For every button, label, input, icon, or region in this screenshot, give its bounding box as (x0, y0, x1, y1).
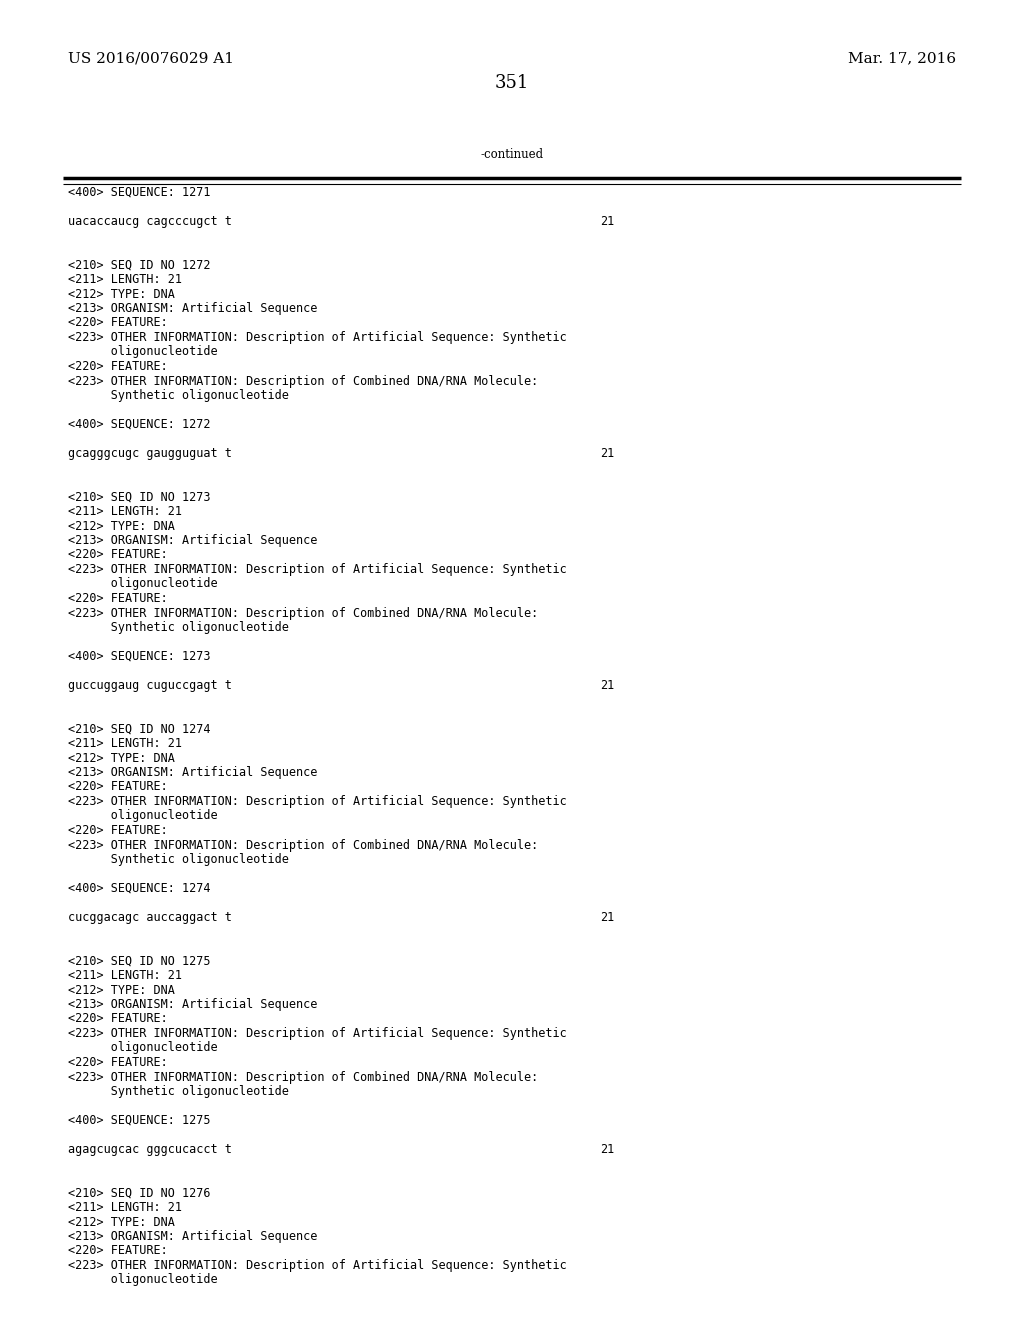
Text: <212> TYPE: DNA: <212> TYPE: DNA (68, 983, 175, 997)
Text: <210> SEQ ID NO 1273: <210> SEQ ID NO 1273 (68, 491, 211, 503)
Text: <220> FEATURE:: <220> FEATURE: (68, 591, 168, 605)
Text: <220> FEATURE:: <220> FEATURE: (68, 824, 168, 837)
Text: uacaccaucg cagcccugct t: uacaccaucg cagcccugct t (68, 215, 231, 228)
Text: <220> FEATURE:: <220> FEATURE: (68, 549, 168, 561)
Text: <400> SEQUENCE: 1271: <400> SEQUENCE: 1271 (68, 186, 211, 199)
Text: <223> OTHER INFORMATION: Description of Artificial Sequence: Synthetic: <223> OTHER INFORMATION: Description of … (68, 564, 566, 576)
Text: 21: 21 (600, 1143, 614, 1156)
Text: <223> OTHER INFORMATION: Description of Combined DNA/RNA Molecule:: <223> OTHER INFORMATION: Description of … (68, 375, 539, 388)
Text: <220> FEATURE:: <220> FEATURE: (68, 780, 168, 793)
Text: <211> LENGTH: 21: <211> LENGTH: 21 (68, 969, 182, 982)
Text: <220> FEATURE:: <220> FEATURE: (68, 317, 168, 330)
Text: <223> OTHER INFORMATION: Description of Artificial Sequence: Synthetic: <223> OTHER INFORMATION: Description of … (68, 1027, 566, 1040)
Text: <211> LENGTH: 21: <211> LENGTH: 21 (68, 737, 182, 750)
Text: <211> LENGTH: 21: <211> LENGTH: 21 (68, 273, 182, 286)
Text: 351: 351 (495, 74, 529, 92)
Text: <223> OTHER INFORMATION: Description of Artificial Sequence: Synthetic: <223> OTHER INFORMATION: Description of … (68, 331, 566, 345)
Text: 21: 21 (600, 911, 614, 924)
Text: Synthetic oligonucleotide: Synthetic oligonucleotide (68, 620, 289, 634)
Text: <212> TYPE: DNA: <212> TYPE: DNA (68, 288, 175, 301)
Text: <210> SEQ ID NO 1272: <210> SEQ ID NO 1272 (68, 259, 211, 272)
Text: Synthetic oligonucleotide: Synthetic oligonucleotide (68, 853, 289, 866)
Text: guccuggaug cuguccgagt t: guccuggaug cuguccgagt t (68, 678, 231, 692)
Text: <213> ORGANISM: Artificial Sequence: <213> ORGANISM: Artificial Sequence (68, 766, 317, 779)
Text: oligonucleotide: oligonucleotide (68, 809, 218, 822)
Text: <220> FEATURE:: <220> FEATURE: (68, 360, 168, 374)
Text: Synthetic oligonucleotide: Synthetic oligonucleotide (68, 389, 289, 403)
Text: gcagggcugc gaugguguat t: gcagggcugc gaugguguat t (68, 447, 231, 459)
Text: <220> FEATURE:: <220> FEATURE: (68, 1012, 168, 1026)
Text: <223> OTHER INFORMATION: Description of Artificial Sequence: Synthetic: <223> OTHER INFORMATION: Description of … (68, 1259, 566, 1272)
Text: <400> SEQUENCE: 1275: <400> SEQUENCE: 1275 (68, 1114, 211, 1127)
Text: <210> SEQ ID NO 1276: <210> SEQ ID NO 1276 (68, 1187, 211, 1200)
Text: agagcugcac gggcucacct t: agagcugcac gggcucacct t (68, 1143, 231, 1156)
Text: oligonucleotide: oligonucleotide (68, 578, 218, 590)
Text: 21: 21 (600, 678, 614, 692)
Text: <210> SEQ ID NO 1274: <210> SEQ ID NO 1274 (68, 722, 211, 735)
Text: <223> OTHER INFORMATION: Description of Combined DNA/RNA Molecule:: <223> OTHER INFORMATION: Description of … (68, 838, 539, 851)
Text: <211> LENGTH: 21: <211> LENGTH: 21 (68, 506, 182, 517)
Text: <213> ORGANISM: Artificial Sequence: <213> ORGANISM: Artificial Sequence (68, 998, 317, 1011)
Text: <400> SEQUENCE: 1272: <400> SEQUENCE: 1272 (68, 418, 211, 432)
Text: <212> TYPE: DNA: <212> TYPE: DNA (68, 520, 175, 532)
Text: <213> ORGANISM: Artificial Sequence: <213> ORGANISM: Artificial Sequence (68, 302, 317, 315)
Text: 21: 21 (600, 215, 614, 228)
Text: Synthetic oligonucleotide: Synthetic oligonucleotide (68, 1085, 289, 1098)
Text: <220> FEATURE:: <220> FEATURE: (68, 1056, 168, 1069)
Text: cucggacagc auccaggact t: cucggacagc auccaggact t (68, 911, 231, 924)
Text: <212> TYPE: DNA: <212> TYPE: DNA (68, 751, 175, 764)
Text: <220> FEATURE:: <220> FEATURE: (68, 1245, 168, 1258)
Text: 21: 21 (600, 447, 614, 459)
Text: <212> TYPE: DNA: <212> TYPE: DNA (68, 1216, 175, 1229)
Text: Mar. 17, 2016: Mar. 17, 2016 (848, 51, 956, 65)
Text: oligonucleotide: oligonucleotide (68, 1274, 218, 1287)
Text: <223> OTHER INFORMATION: Description of Artificial Sequence: Synthetic: <223> OTHER INFORMATION: Description of … (68, 795, 566, 808)
Text: <400> SEQUENCE: 1274: <400> SEQUENCE: 1274 (68, 882, 211, 895)
Text: <213> ORGANISM: Artificial Sequence: <213> ORGANISM: Artificial Sequence (68, 535, 317, 546)
Text: -continued: -continued (480, 148, 544, 161)
Text: <213> ORGANISM: Artificial Sequence: <213> ORGANISM: Artificial Sequence (68, 1230, 317, 1243)
Text: <223> OTHER INFORMATION: Description of Combined DNA/RNA Molecule:: <223> OTHER INFORMATION: Description of … (68, 606, 539, 619)
Text: <400> SEQUENCE: 1273: <400> SEQUENCE: 1273 (68, 649, 211, 663)
Text: <223> OTHER INFORMATION: Description of Combined DNA/RNA Molecule:: <223> OTHER INFORMATION: Description of … (68, 1071, 539, 1084)
Text: <211> LENGTH: 21: <211> LENGTH: 21 (68, 1201, 182, 1214)
Text: oligonucleotide: oligonucleotide (68, 1041, 218, 1055)
Text: US 2016/0076029 A1: US 2016/0076029 A1 (68, 51, 234, 65)
Text: <210> SEQ ID NO 1275: <210> SEQ ID NO 1275 (68, 954, 211, 968)
Text: oligonucleotide: oligonucleotide (68, 346, 218, 359)
